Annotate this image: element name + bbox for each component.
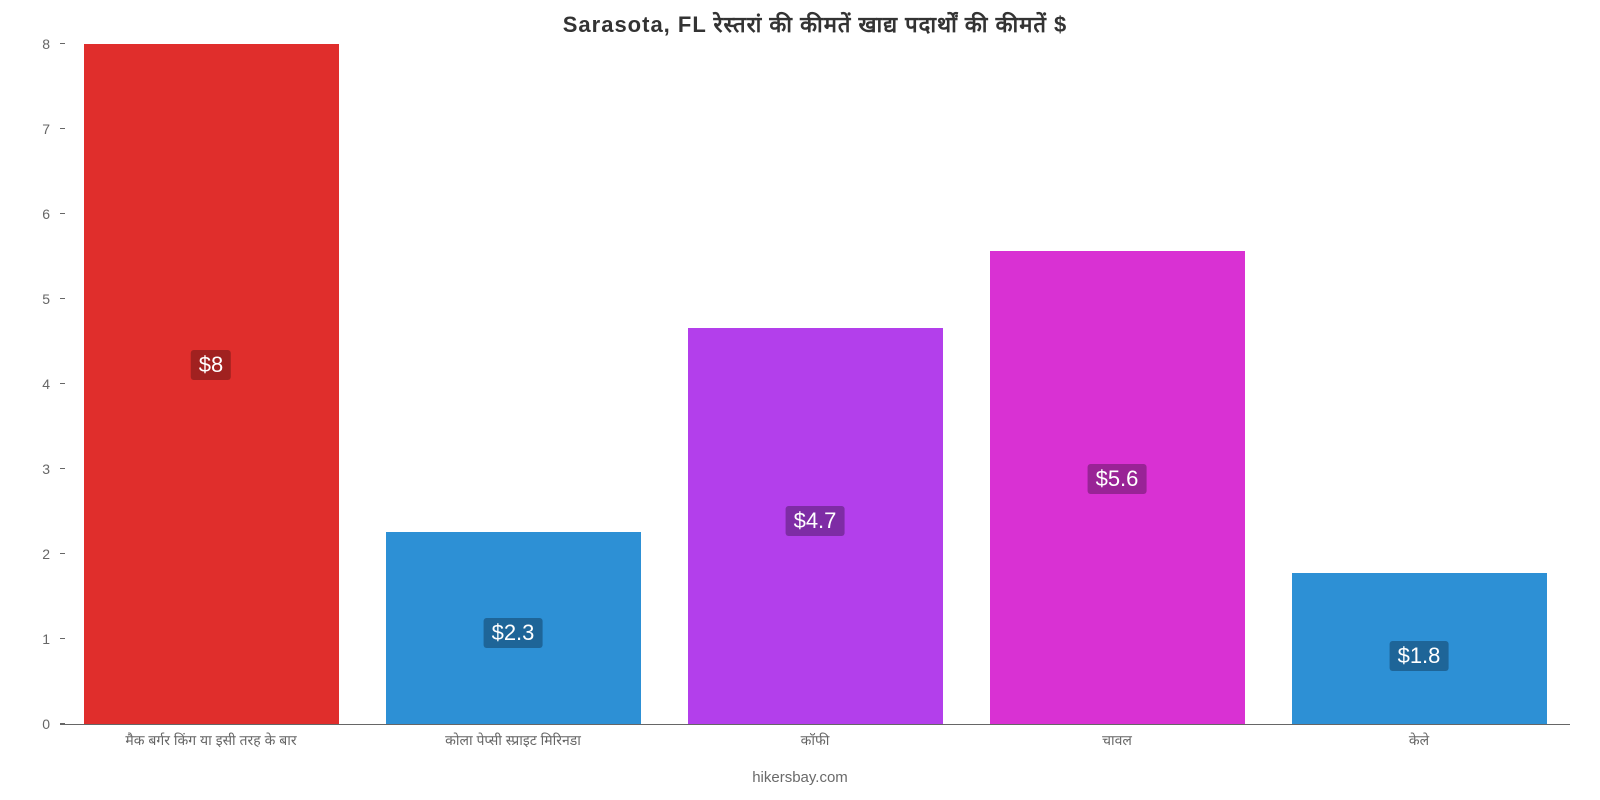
bar: $1.8 — [1292, 573, 1547, 724]
bar: $4.7 — [688, 328, 943, 724]
y-tick-mark — [60, 298, 65, 299]
watermark-text: hikersbay.com — [0, 769, 1600, 786]
bar: $8 — [84, 44, 339, 724]
bar-slot: $8 — [71, 45, 351, 724]
chart-container: Sarasota, FL रेस्तरां की कीमतें खाद्य पद… — [0, 0, 1600, 800]
y-tick-mark — [60, 213, 65, 214]
y-tick-mark — [60, 638, 65, 639]
bar-slot: $1.8 — [1279, 45, 1559, 724]
y-tick-mark — [60, 723, 65, 724]
bar-value-label: $2.3 — [484, 618, 543, 648]
bar-value-label: $4.7 — [786, 506, 845, 536]
bars-row: $8 $2.3 $4.7 $5.6 $1.8 — [60, 45, 1570, 724]
bar-value-label: $5.6 — [1088, 464, 1147, 494]
x-axis-labels: मैक बर्गर किंग या इसी तरह के बार कोला पेप… — [60, 731, 1570, 750]
bar-value-label: $8 — [191, 350, 231, 380]
x-axis-label: केले — [1279, 731, 1559, 750]
x-axis-label: मैक बर्गर किंग या इसी तरह के बार — [71, 731, 351, 750]
plot-area: $8$2.3$4.7$5.6$1.8 012345678 — [60, 45, 1570, 725]
x-axis-label: कॉफी — [675, 731, 955, 750]
x-axis-label: चावल — [977, 731, 1257, 750]
y-tick-mark — [60, 553, 65, 554]
bar-slot: $5.6 — [977, 45, 1257, 724]
bar-slot: $4.7 — [675, 45, 955, 724]
y-tick-mark — [60, 43, 65, 44]
chart-title: Sarasota, FL रेस्तरां की कीमतें खाद्य पद… — [60, 10, 1570, 40]
y-tick-mark — [60, 128, 65, 129]
x-axis-label: कोला पेप्सी स्प्राइट मिरिनडा — [373, 731, 653, 750]
bar: $5.6 — [990, 251, 1245, 724]
bar-value-label: $1.8 — [1390, 641, 1449, 671]
bar: $2.3 — [386, 532, 641, 724]
bar-slot: $2.3 — [373, 45, 653, 724]
y-tick-mark — [60, 383, 65, 384]
y-tick-mark — [60, 468, 65, 469]
